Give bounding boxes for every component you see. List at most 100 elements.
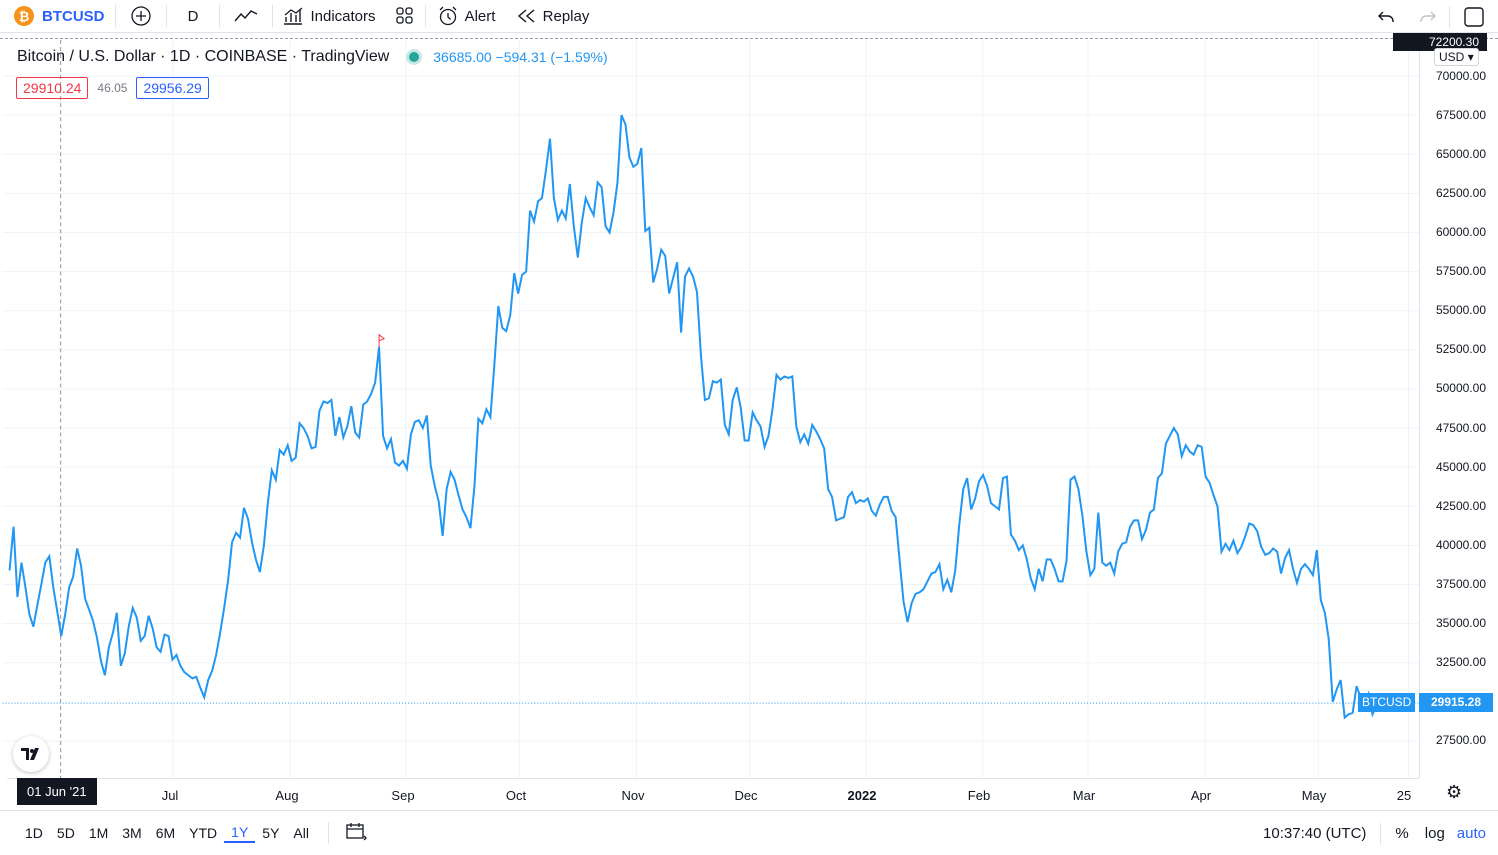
price-axis-label: 32500.00 — [1435, 654, 1486, 669]
divider — [115, 5, 116, 27]
percent-toggle[interactable]: % — [1395, 825, 1409, 842]
undo-icon — [1378, 11, 1394, 22]
time-axis-label: May — [1301, 788, 1327, 803]
auto-toggle[interactable]: auto — [1456, 825, 1486, 842]
layouts-button[interactable] — [385, 0, 425, 33]
time-axis-label: Sep — [391, 788, 415, 803]
time-axis-label: Dec — [734, 788, 758, 803]
price-axis-label: 57500.00 — [1435, 264, 1486, 279]
time-axis-label: 2022 — [847, 788, 877, 803]
time-axis-label: Jul — [161, 788, 179, 803]
price-axis-label: 37500.00 — [1435, 576, 1486, 591]
price-axis-label: 60000.00 — [1435, 225, 1486, 240]
price-axis-label: 67500.00 — [1435, 108, 1486, 123]
tradingview-logo-icon[interactable] — [13, 736, 49, 772]
market-status-dot[interactable] — [409, 52, 420, 62]
redo-button[interactable] — [1407, 0, 1449, 33]
price-chart[interactable] — [0, 40, 1419, 778]
legend-price-change: 36685.00 −594.31 (−1.59%) — [433, 49, 608, 65]
fullscreen-icon — [1464, 6, 1484, 27]
currency-label: USD — [1439, 50, 1465, 64]
time-cursor-label: 01 Jun '21 — [17, 778, 97, 805]
alarm-clock-icon — [439, 6, 457, 26]
divider — [1380, 822, 1382, 845]
spread-value: 46.05 — [97, 81, 128, 95]
plus-circle-icon — [131, 6, 151, 26]
range-button-all[interactable]: All — [293, 825, 309, 841]
alert-button[interactable]: Alert — [426, 0, 506, 33]
divider — [219, 5, 220, 27]
date-range-group: 1D 5D 1M 3M 6M YTD 1Y 5Y All — [18, 824, 316, 843]
indicators-button[interactable]: Indicators — [273, 0, 385, 33]
gear-icon[interactable]: ⚙ — [1446, 782, 1463, 802]
range-button-3m[interactable]: 3M — [122, 825, 142, 841]
buy-price-box[interactable]: 29956.29 — [136, 77, 209, 99]
price-axis-label: 62500.00 — [1435, 186, 1486, 201]
rewind-icon — [517, 9, 535, 23]
line-chart-icon — [234, 10, 258, 22]
price-axis-label: 52500.00 — [1435, 342, 1486, 357]
divider — [166, 5, 167, 27]
range-button-6m[interactable]: 6M — [155, 825, 176, 841]
templates-icon — [396, 7, 413, 24]
divider — [425, 5, 426, 27]
time-axis-label: Aug — [275, 788, 299, 803]
time-axis-label: 25 — [1396, 788, 1412, 803]
replay-label: Replay — [542, 7, 590, 25]
time-axis-label: Feb — [967, 788, 991, 803]
price-axis-label: 55000.00 — [1435, 303, 1486, 318]
bottom-toolbar: 1D 5D 1M 3M 6M YTD 1Y 5Y All 10:37:40 (UTC) % lo… — [0, 810, 1498, 855]
price-axis-label: 50000.00 — [1435, 381, 1486, 396]
range-button-1d[interactable]: 1D — [25, 825, 43, 841]
currency-button[interactable]: USD ▾ — [1434, 48, 1479, 66]
time-axis-label: Nov — [621, 788, 645, 803]
indicators-icon — [284, 7, 303, 25]
indicators-label: Indicators — [310, 7, 376, 25]
high-marker — [378, 333, 386, 347]
symbol-search[interactable]: ₿ BTCUSD — [0, 0, 115, 33]
replay-button[interactable]: Replay — [506, 0, 600, 33]
chevron-down-icon: ▾ — [1467, 50, 1474, 64]
price-axis-label: 42500.00 — [1435, 498, 1486, 513]
time-axis[interactable]: Jul Aug Sep Oct Nov Dec 2022 Feb Mar Apr May 25 — [7, 778, 1419, 808]
price-axis-label: 65000.00 — [1435, 147, 1486, 162]
chart-type-button[interactable] — [220, 0, 272, 33]
log-toggle[interactable]: log — [1424, 825, 1445, 842]
price-axis[interactable]: 70000.00 67500.00 65000.00 62500.00 60000.00… — [1419, 38, 1498, 778]
time-axis-label: Mar — [1072, 788, 1096, 803]
range-button-1y[interactable]: 1Y — [224, 824, 256, 843]
divider — [1449, 5, 1450, 28]
divider — [327, 822, 329, 844]
divider — [272, 5, 273, 27]
price-axis-label: 47500.00 — [1435, 420, 1486, 435]
toolbar-right — [1365, 0, 1498, 33]
range-button-ytd[interactable]: YTD — [189, 825, 218, 841]
price-axis-label: 70000.00 — [1435, 69, 1486, 83]
range-button-5d[interactable]: 5D — [56, 825, 75, 841]
price-axis-label: 40000.00 — [1435, 537, 1486, 552]
time-axis-label: Apr — [1190, 788, 1212, 803]
bottom-right-group: 10:37:40 (UTC) % log auto — [1263, 811, 1486, 855]
current-price-tag: 29915.28 — [1419, 693, 1493, 712]
bid-ask-boxes: 29910.24 46.05 29956.29 — [16, 77, 209, 99]
price-axis-label: 45000.00 — [1435, 459, 1486, 474]
range-button-5y[interactable]: 5Y — [262, 825, 280, 841]
price-axis-label: 27500.00 — [1435, 733, 1486, 747]
compare-button[interactable] — [116, 0, 166, 33]
time-axis-label: Oct — [505, 788, 527, 803]
interval-button[interactable]: D — [167, 0, 219, 33]
symbol-name: BTCUSD — [42, 7, 105, 25]
price-series-line — [8, 114, 1385, 720]
grid-lines — [2, 40, 1419, 778]
fullscreen-button[interactable] — [1450, 0, 1498, 33]
current-symbol-tag: BTCUSD — [1358, 693, 1416, 712]
legend-title[interactable]: Bitcoin / U.S. Dollar · 1D · COINBASE · … — [17, 48, 390, 65]
alert-label: Alert — [464, 7, 496, 25]
undo-button[interactable] — [1365, 0, 1407, 33]
range-button-1m[interactable]: 1M — [88, 825, 109, 841]
utc-clock[interactable]: 10:37:40 (UTC) — [1263, 825, 1367, 842]
bitcoin-icon: ₿ — [14, 6, 34, 26]
go-to-date-button[interactable] — [345, 821, 367, 846]
price-axis-label: 35000.00 — [1435, 615, 1486, 630]
sell-price-box[interactable]: 29910.24 — [16, 77, 89, 99]
